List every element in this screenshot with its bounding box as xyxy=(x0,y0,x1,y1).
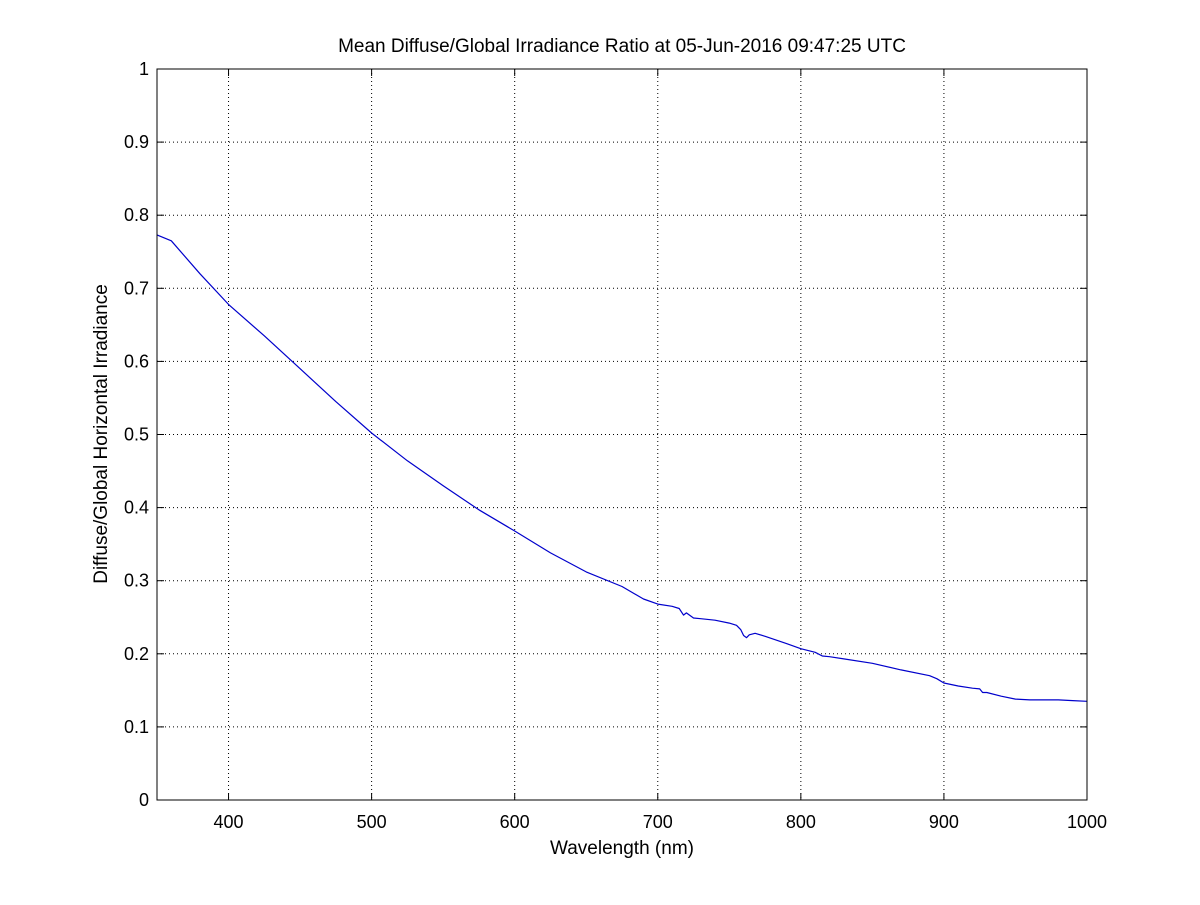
y-tick-label: 0.4 xyxy=(124,498,149,518)
tick-labels: 400 500 600 700 800 900 1000 0 0.1 0.2 0.3 0.4 0.5 0.… xyxy=(124,59,1107,832)
x-tick-label: 500 xyxy=(357,812,387,832)
x-tick-label: 900 xyxy=(929,812,959,832)
y-tick-label: 0.3 xyxy=(124,571,149,591)
x-tick-label: 1000 xyxy=(1067,812,1107,832)
y-tick-label: 0.9 xyxy=(124,132,149,152)
y-tick-label: 0.5 xyxy=(124,425,149,445)
y-tick-label: 0.8 xyxy=(124,205,149,225)
y-tick-label: 1 xyxy=(139,59,149,79)
x-tick-label: 800 xyxy=(786,812,816,832)
y-tick-label: 0.7 xyxy=(124,278,149,298)
y-tick-label: 0.2 xyxy=(124,644,149,664)
x-tick-label: 700 xyxy=(643,812,673,832)
ticks xyxy=(157,68,1088,801)
grid xyxy=(157,69,1087,800)
series-line-0 xyxy=(156,234,1088,702)
x-axis-label: Wavelength (nm) xyxy=(550,838,694,859)
y-tick-label: 0.1 xyxy=(124,717,149,737)
chart-title: Mean Diffuse/Global Irradiance Ratio at … xyxy=(338,36,906,57)
x-tick-label: 400 xyxy=(214,812,244,832)
x-tick-label: 600 xyxy=(500,812,530,832)
y-axis-label: Diffuse/Global Horizontal Irradiance xyxy=(91,284,112,584)
y-tick-label: 0 xyxy=(139,790,149,810)
y-tick-label: 0.6 xyxy=(124,351,149,371)
series-layer xyxy=(156,234,1088,702)
